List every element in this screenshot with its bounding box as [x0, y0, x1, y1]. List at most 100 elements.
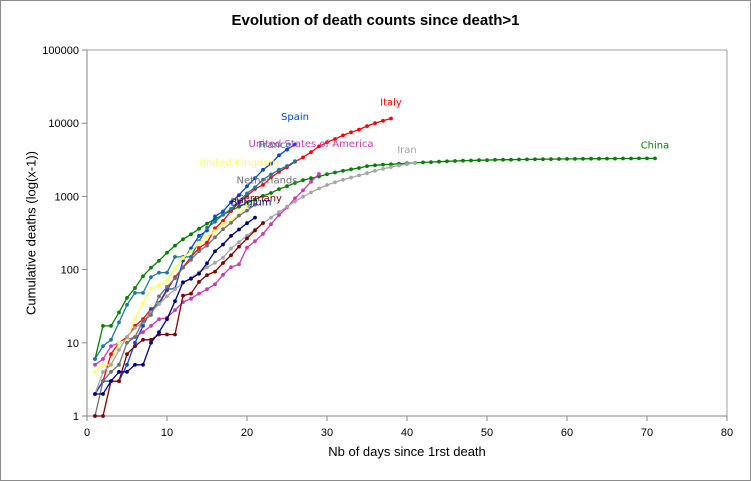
data-point-united-states-of-america: [149, 324, 153, 328]
data-point-france: [269, 172, 273, 177]
axes: 0 10 20 30 40 50 60 70 80 1 10 100 1000 10000 100000: [42, 45, 733, 439]
data-point-china: [365, 164, 369, 169]
data-point-spain: [269, 161, 273, 166]
data-point-germany: [93, 414, 97, 418]
y-tick-label: 100: [61, 265, 79, 277]
data-point-china: [389, 162, 393, 167]
data-point-united-states-of-america: [221, 272, 225, 277]
data-point-italy: [333, 137, 337, 141]
data-point-france: [277, 167, 281, 172]
data-point-china: [493, 157, 497, 162]
data-point-china: [141, 274, 145, 279]
data-point-china: [165, 250, 169, 255]
y-tick-label: 100000: [42, 45, 79, 57]
data-point-netherlands: [149, 313, 153, 317]
data-point-spain: [221, 209, 225, 214]
data-point-france: [165, 270, 169, 275]
data-point-iran: [325, 183, 329, 187]
series-label-united-states-of-america: United States of America: [249, 139, 374, 150]
data-point-china: [589, 156, 593, 161]
data-point-netherlands: [189, 257, 193, 262]
data-point-iran: [405, 162, 409, 167]
data-point-china: [381, 162, 385, 167]
data-point-iran: [125, 335, 129, 339]
data-point-spain: [189, 246, 193, 251]
data-point-iran: [117, 348, 121, 352]
data-point-iran: [109, 362, 113, 367]
data-point-belgium: [213, 249, 217, 254]
data-point-italy: [341, 133, 345, 138]
data-point-iran: [229, 246, 233, 251]
data-point-united-states-of-america: [109, 344, 113, 348]
data-point-iran: [173, 287, 177, 292]
data-point-belgium: [253, 215, 257, 220]
data-point-iran: [237, 240, 241, 245]
data-point-iran: [333, 180, 337, 185]
data-point-united-kingdom: [157, 283, 161, 288]
data-point-china: [629, 156, 633, 161]
data-point-italy: [301, 155, 305, 160]
data-point-germany: [141, 337, 145, 342]
series-line-china: [94, 157, 655, 360]
series-line-spain: [94, 143, 296, 395]
data-point-china: [357, 166, 361, 170]
data-point-netherlands: [117, 362, 121, 367]
data-point-belgium: [157, 330, 161, 334]
data-point-france: [173, 255, 177, 259]
data-point-france: [245, 191, 249, 196]
x-tick-label: 30: [321, 427, 333, 439]
data-point-italy: [381, 118, 385, 123]
data-point-netherlands: [125, 340, 129, 345]
data-point-china: [477, 158, 481, 163]
series-line-germany: [95, 222, 264, 417]
series-label-spain: Spain: [281, 112, 309, 123]
data-point-united-states-of-america: [317, 172, 321, 176]
data-point-italy: [317, 144, 321, 149]
data-point-spain: [141, 324, 145, 328]
data-point-china: [325, 172, 329, 177]
data-point-belgium: [197, 271, 201, 276]
data-point-iran: [349, 175, 353, 180]
data-point-china: [269, 191, 273, 195]
data-point-belgium: [173, 299, 177, 304]
data-point-china: [485, 158, 489, 163]
data-point-united-kingdom: [141, 301, 145, 305]
series-lines: [93, 116, 657, 418]
data-point-france: [213, 219, 217, 224]
data-point-netherlands: [181, 265, 185, 270]
data-point-belgium: [181, 280, 185, 285]
data-point-china: [197, 226, 201, 231]
data-point-china: [509, 157, 513, 162]
data-point-china: [437, 159, 441, 164]
data-point-iran: [277, 210, 281, 215]
x-tick-label: 10: [161, 427, 173, 439]
data-point-china: [453, 159, 457, 163]
data-point-spain: [253, 176, 257, 181]
data-point-belgium: [133, 362, 137, 367]
data-point-china: [133, 286, 137, 290]
data-point-china: [637, 156, 641, 161]
data-point-china: [301, 178, 305, 183]
data-point-china: [173, 243, 177, 248]
data-point-belgium: [117, 370, 121, 374]
data-point-united-states-of-america: [197, 291, 201, 296]
data-point-china: [581, 156, 585, 161]
x-tick-label: 50: [481, 427, 493, 439]
y-tick-label: 10: [67, 338, 79, 350]
data-point-france: [149, 275, 153, 279]
data-point-netherlands: [165, 285, 169, 289]
data-point-china: [333, 170, 337, 175]
data-point-united-kingdom: [117, 340, 121, 345]
data-point-iran: [133, 326, 137, 330]
data-point-france: [261, 177, 265, 182]
data-point-united-states-of-america: [245, 245, 249, 250]
data-point-united-kingdom: [245, 203, 249, 208]
data-point-china: [605, 156, 609, 161]
data-point-spain: [197, 234, 201, 238]
data-point-china: [621, 156, 625, 161]
data-point-united-states-of-america: [205, 287, 209, 292]
data-point-spain: [245, 184, 249, 189]
data-point-belgium: [101, 392, 105, 396]
data-point-china: [277, 187, 281, 192]
